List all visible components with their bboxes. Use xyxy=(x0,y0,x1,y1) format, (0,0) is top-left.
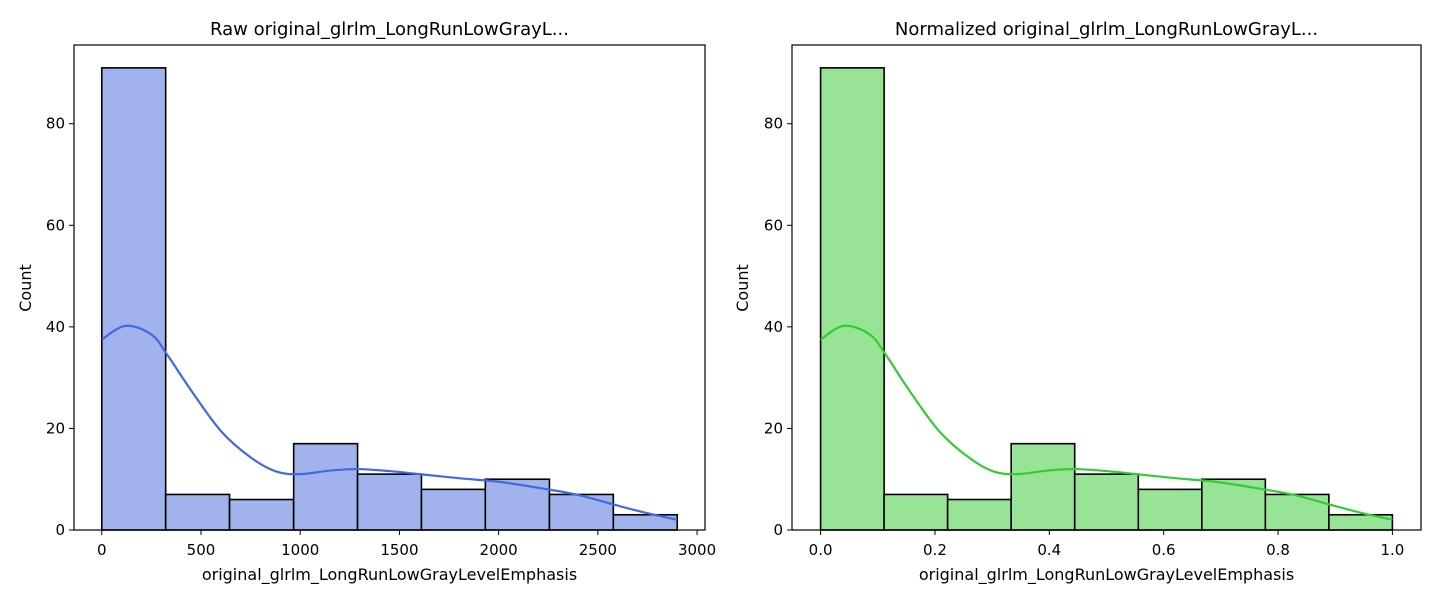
kde-line xyxy=(819,324,1393,521)
histogram-bar xyxy=(164,493,231,531)
histogram-bar xyxy=(819,67,885,531)
histogram-bar xyxy=(1201,478,1267,531)
x-tick-label: 1000 xyxy=(281,541,319,559)
y-tick-label: 20 xyxy=(46,419,65,437)
y-tick-label: 80 xyxy=(764,115,783,133)
y-axis-label: Count xyxy=(16,264,35,312)
histogram-bar xyxy=(883,493,949,531)
histogram-bar xyxy=(292,442,359,531)
plot-area: 0 500 1000 1500 2000 2500 3000 0 20 40 60 80 xyxy=(46,44,716,559)
chart-title: Normalized original_glrlm_LongRunLowGray… xyxy=(895,19,1318,40)
y-tick-label: 0 xyxy=(773,521,783,539)
chart-title: Raw original_glrlm_LongRunLowGrayL... xyxy=(210,19,569,40)
kde-line xyxy=(101,324,678,521)
x-tick-label: 1.0 xyxy=(1380,541,1404,559)
histogram-bar xyxy=(228,498,295,531)
histogram-bar xyxy=(1010,442,1076,531)
y-tick-label: 40 xyxy=(46,318,65,336)
histogram-bar xyxy=(1137,488,1203,531)
y-tick-label: 80 xyxy=(46,115,65,133)
x-tick-label: 500 xyxy=(187,541,216,559)
histogram-bar xyxy=(100,67,167,531)
y-tick-label: 0 xyxy=(55,521,65,539)
histogram-bar xyxy=(548,493,615,531)
x-tick-label: 0.4 xyxy=(1037,541,1061,559)
histogram-bar xyxy=(420,488,487,531)
normalized-histogram-chart: Normalized original_glrlm_LongRunLowGray… xyxy=(733,19,1422,585)
x-tick-label: 0.6 xyxy=(1152,541,1176,559)
histogram-bar xyxy=(946,498,1012,531)
x-tick-label: 2500 xyxy=(579,541,617,559)
y-tick-label: 60 xyxy=(764,216,783,234)
x-tick-label: 2000 xyxy=(480,541,518,559)
x-tick-label: 3000 xyxy=(678,541,716,559)
y-tick-label: 20 xyxy=(764,419,783,437)
plot-area: 0.0 0.2 0.4 0.6 0.8 1.0 0 20 40 60 80 xyxy=(764,44,1422,559)
histogram-bar xyxy=(1264,493,1330,531)
axes-frame xyxy=(791,44,1422,531)
y-tick-label: 40 xyxy=(764,318,783,336)
raw-histogram-chart: Raw original_glrlm_LongRunLowGrayL... or… xyxy=(16,19,716,585)
histogram-bar xyxy=(484,478,551,531)
y-tick-label: 60 xyxy=(46,216,65,234)
histogram-bar xyxy=(356,473,423,531)
x-axis-label: original_glrlm_LongRunLowGrayLevelEmphas… xyxy=(202,565,577,585)
x-tick-label: 0.0 xyxy=(809,541,833,559)
x-axis-label: original_glrlm_LongRunLowGrayLevelEmphas… xyxy=(919,565,1294,585)
x-tick-label: 0.8 xyxy=(1266,541,1290,559)
axes-frame xyxy=(73,44,706,531)
histogram-bar xyxy=(1073,473,1140,531)
x-tick-label: 0 xyxy=(97,541,107,559)
x-tick-label: 1500 xyxy=(380,541,418,559)
y-axis-label: Count xyxy=(733,264,752,312)
x-tick-label: 0.2 xyxy=(923,541,947,559)
